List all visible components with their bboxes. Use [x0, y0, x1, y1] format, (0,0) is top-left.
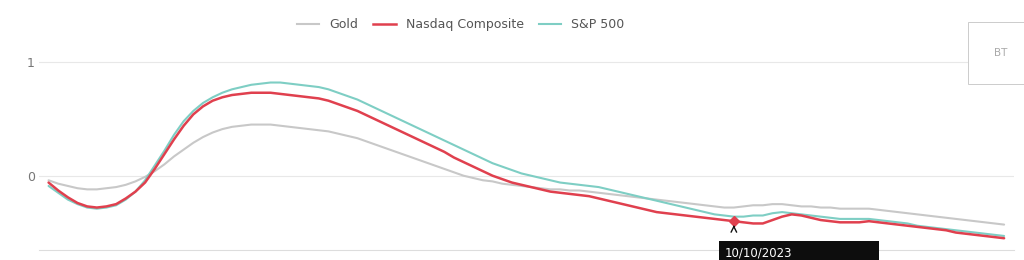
Legend: Gold, Nasdaq Composite, S&P 500: Gold, Nasdaq Composite, S&P 500 — [292, 13, 630, 36]
Text: BT: BT — [993, 48, 1007, 58]
Text: 10/10/2023
Nasdaq Composite: -0.42: 10/10/2023 Nasdaq Composite: -0.42 — [724, 246, 873, 260]
